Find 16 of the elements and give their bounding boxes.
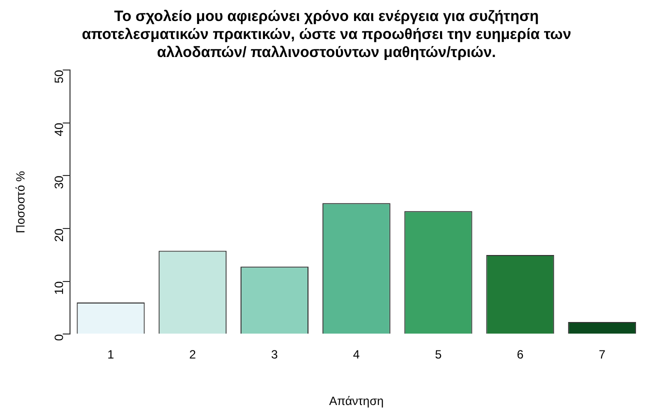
x-tick-label: 4: [353, 348, 360, 362]
x-tick-label: 3: [271, 348, 278, 362]
x-tick-label: 6: [516, 348, 524, 362]
y-tick-label: 0: [52, 334, 66, 341]
y-tick-label: 40: [52, 122, 66, 136]
y-axis-title: Ποσοστό %: [14, 170, 28, 234]
y-tick-label: 30: [52, 175, 66, 190]
x-tick-label: 7: [598, 348, 606, 362]
y-tick-label: 50: [52, 70, 66, 84]
x-axis-title: Απάντηση: [329, 394, 384, 408]
x-tick-label: 5: [434, 348, 442, 362]
y-tick-label: 20: [52, 228, 66, 242]
x-tick-label: 1: [107, 348, 114, 362]
x-tick-label: 2: [189, 348, 196, 362]
chart-title: Το σχολείο μου αφιερώνει χρόνο και ενέργεια για συζήτηση αποτελεσματικών πρακτικών, ώστε να προωθήσει την ευημερία των αλλοδαπών/ παλλινοστούντων μαθητών/τριών.: [82, 8, 572, 62]
y-tick-label: 10: [52, 281, 66, 295]
